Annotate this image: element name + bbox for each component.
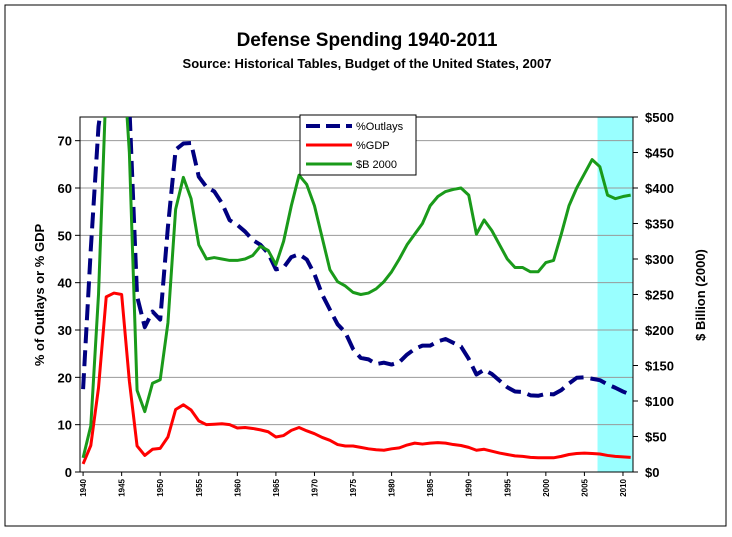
y2-tick-label: $50 (645, 430, 667, 445)
y2-tick-label: $350 (645, 217, 674, 232)
legend-label: %GDP (356, 140, 390, 152)
y-tick-label: 30 (58, 323, 72, 338)
highlight-band (597, 117, 633, 472)
y2-axis-label: $ Billion (2000) (693, 249, 708, 341)
series-line (81, 291, 631, 465)
chart-title: Defense Spending 1940-2011 (237, 30, 498, 51)
y-axis-label: % of Outlays or % GDP (32, 224, 47, 367)
y2-tick-label: $150 (645, 359, 674, 374)
y-tick-label: 40 (58, 276, 72, 291)
x-tick-label: 1970 (310, 478, 319, 496)
x-tick-label: 1965 (272, 478, 281, 496)
x-tick-label: 1945 (118, 478, 127, 496)
legend-label: %Outlays (356, 121, 404, 133)
x-tick-label: 1960 (233, 478, 242, 496)
y-tick-label: 10 (58, 418, 72, 433)
chart-subtitle: Source: Historical Tables, Budget of the… (183, 56, 552, 71)
y2-tick-label: $300 (645, 252, 674, 267)
x-tick-label: 1975 (349, 478, 358, 496)
y2-tick-label: $0 (645, 465, 659, 480)
y2-tick-label: $100 (645, 394, 674, 409)
x-tick-label: 1955 (195, 478, 204, 496)
x-tick-label: 1995 (503, 478, 512, 496)
y2-tick-label: $200 (645, 323, 674, 338)
series-line (81, 117, 632, 398)
x-tick-label: 2005 (580, 478, 589, 496)
series-line (81, 117, 631, 459)
plot-lines (81, 117, 632, 465)
x-tick-label: 2010 (619, 478, 628, 496)
legend-label: $B 2000 (356, 159, 397, 171)
x-tick-label: 1985 (426, 478, 435, 496)
y-tick-label: 0 (65, 465, 72, 480)
x-tick-label: 1990 (465, 478, 474, 496)
y2-tick-label: $450 (645, 146, 674, 161)
x-tick-label: 1940 (79, 478, 88, 496)
y2-tick-label: $250 (645, 288, 674, 303)
y-tick-label: 20 (58, 370, 72, 385)
x-tick-label: 1950 (156, 478, 165, 496)
y-tick-label: 50 (58, 228, 72, 243)
y2-tick-label: $500 (645, 110, 674, 125)
y2-tick-label: $400 (645, 181, 674, 196)
x-tick-label: 2000 (542, 478, 551, 496)
x-tick-label: 1980 (388, 478, 397, 496)
y-tick-label: 70 (58, 134, 72, 149)
y-tick-label: 60 (58, 181, 72, 196)
